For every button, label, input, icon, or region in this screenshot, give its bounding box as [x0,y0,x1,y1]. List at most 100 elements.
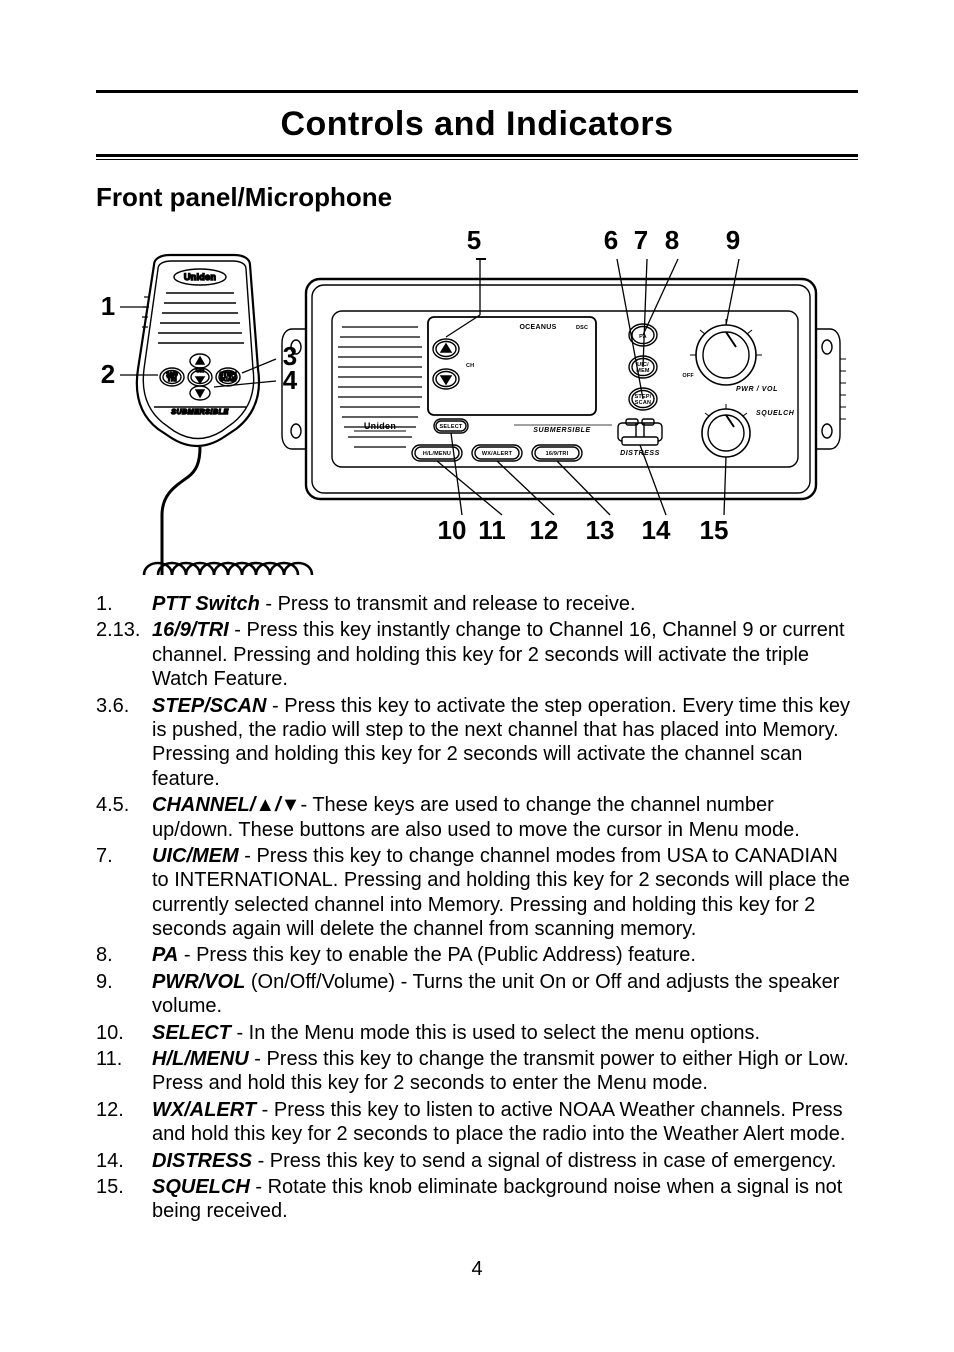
control-item: 10.SELECT - In the Menu mode this is use… [96,1021,858,1045]
rule-thin-mid [96,159,858,160]
front-panel-figure: Uniden [96,219,858,584]
svg-text:WX/ALERT: WX/ALERT [482,451,513,457]
control-item-term: UIC/MEM [152,845,239,867]
control-item-number: 1. [96,592,152,616]
control-item: 4.5.CHANNEL/▲/▼- These keys are used to … [96,793,858,842]
control-item-number: 15. [96,1175,152,1224]
control-item-body: UIC/MEM - Press this key to change chann… [152,844,858,942]
svg-text:DSC: DSC [576,325,588,331]
page-title: Controls and Indicators [96,99,858,152]
control-item-term: PWR/VOL [152,971,245,993]
callout-10: 10 [438,515,467,545]
callout-leaders [120,259,739,515]
squelch-knob: SQUELCH [702,404,795,457]
control-item-term: PTT Switch [152,593,260,615]
svg-text:SELECT: SELECT [440,424,463,430]
control-item-body: PWR/VOL (On/Off/Volume) - Turns the unit… [152,970,858,1019]
rule-thick-mid [96,154,858,157]
callout-2: 2 [101,359,115,389]
figure-svg: Uniden [96,219,856,579]
svg-text:CH: CH [196,368,204,374]
callout-11: 11 [478,515,506,545]
callout-13: 13 [586,515,615,545]
control-item-number: 10. [96,1021,152,1045]
control-item-term: SELECT [152,1022,231,1044]
top-rules [96,90,858,93]
svg-text:16/9/TRI: 16/9/TRI [546,451,569,457]
control-item-number: 7. [96,844,152,942]
callout-5: 5 [467,225,481,255]
control-item-body: DISTRESS - Press this key to send a sign… [152,1149,858,1173]
control-item-body: WX/ALERT - Press this key to listen to a… [152,1098,858,1147]
control-item-term: CHANNEL/▲/▼ [152,794,300,816]
control-item-number: 11. [96,1047,152,1096]
pwr-vol-knob: OFF PWR / VOL [682,319,778,393]
callout-6: 6 [604,225,618,255]
control-item-text: - Rotate this knob eliminate background … [152,1176,842,1222]
svg-text:PWR / VOL: PWR / VOL [736,386,778,393]
rule-thick-top [96,90,858,93]
mic-brand-label: Uniden [184,272,216,282]
control-item-body: SELECT - In the Menu mode this is used t… [152,1021,858,1045]
control-item-text: - Press this key to listen to active NOA… [152,1099,845,1145]
control-item-body: STEP/SCAN - Press this key to activate t… [152,694,858,792]
control-item-term: H/L/MENU [152,1048,249,1070]
control-item-number: 2.13. [96,618,152,691]
bottom-rules [96,154,858,160]
control-item-number: 9. [96,970,152,1019]
control-item-number: 12. [96,1098,152,1147]
control-item-body: 16/9/TRI - Press this key instantly chan… [152,618,858,691]
control-item: 8.PA - Press this key to enable the PA (… [96,943,858,967]
controls-list: 1.PTT Switch - Press to transmit and rel… [96,592,858,1224]
control-item-text: - Press this key to send a signal of dis… [252,1150,836,1172]
callout-1: 1 [101,291,115,321]
callout-7: 7 [634,225,648,255]
page: Controls and Indicators Front panel/Micr… [0,0,954,1321]
control-item-body: CHANNEL/▲/▼- These keys are used to chan… [152,793,858,842]
callout-12: 12 [530,515,559,545]
control-item-term: WX/ALERT [152,1099,256,1121]
svg-text:H/L/MENU: H/L/MENU [423,451,451,457]
control-item-text: - In the Menu mode this is used to selec… [231,1022,760,1044]
svg-text:SUBMERSIBLE: SUBMERSIBLE [533,427,591,434]
callout-15: 15 [700,515,729,545]
control-item-text: - Press this key to change the transmit … [152,1048,849,1094]
svg-text:TRI: TRI [167,377,177,383]
control-item-body: PTT Switch - Press to transmit and relea… [152,592,858,616]
control-item-term: STEP/SCAN [152,695,266,717]
svg-text:SQUELCH: SQUELCH [756,410,795,417]
control-item-text: - Press this key to enable the PA (Publi… [178,944,696,966]
control-item-body: PA - Press this key to enable the PA (Pu… [152,943,858,967]
control-item: 2.13.16/9/TRI - Press this key instantly… [96,618,858,691]
control-item: 14.DISTRESS - Press this key to send a s… [96,1149,858,1173]
speaker-grille: Uniden [338,317,422,457]
control-item-term: DISTRESS [152,1150,252,1172]
svg-text:OCEANUS: OCEANUS [519,324,556,331]
callout-9: 9 [726,225,740,255]
mic-submersible-label: SUBMERSIBLE [171,409,229,416]
control-item-term: SQUELCH [152,1176,250,1198]
control-item-text: - Press this key to change channel modes… [152,845,850,940]
callout-14: 14 [642,515,671,545]
control-item-text: - Press this key instantly change to Cha… [152,619,845,690]
microphone: Uniden [137,255,312,575]
svg-text:SCAN: SCAN [635,400,651,406]
control-item-term: PA [152,944,178,966]
svg-text:CH: CH [466,363,474,369]
control-item: 9.PWR/VOL (On/Off/Volume) - Turns the un… [96,970,858,1019]
callout-8: 8 [665,225,679,255]
control-item-number: 4.5. [96,793,152,842]
control-item: 12.WX/ALERT - Press this key to listen t… [96,1098,858,1147]
control-item: 11.H/L/MENU - Press this key to change t… [96,1047,858,1096]
control-item: 1.PTT Switch - Press to transmit and rel… [96,592,858,616]
radio-unit: Uniden OCEANUS DSC CH [282,279,846,499]
control-item-body: SQUELCH - Rotate this knob eliminate bac… [152,1175,858,1224]
svg-text:Uniden: Uniden [364,421,396,431]
svg-text:DISTRESS: DISTRESS [620,450,660,457]
control-item-text: - Press to transmit and release to recei… [260,593,636,615]
page-number: 4 [96,1258,858,1281]
control-item-body: H/L/MENU - Press this key to change the … [152,1047,858,1096]
svg-text:OFF: OFF [682,373,694,379]
control-item-number: 14. [96,1149,152,1173]
control-item-number: 8. [96,943,152,967]
